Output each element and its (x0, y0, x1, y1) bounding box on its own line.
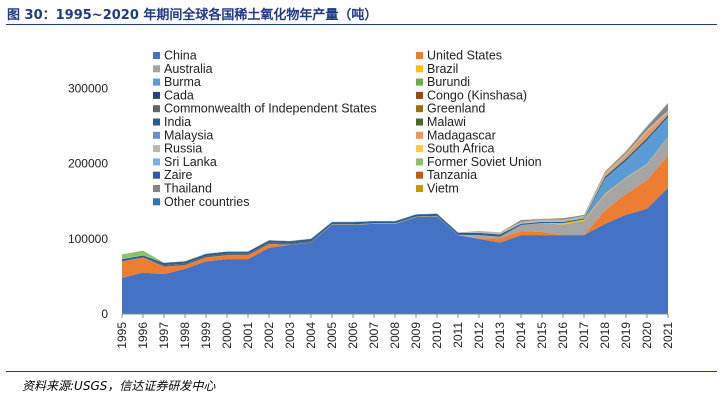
area-china (122, 187, 668, 314)
x-tick-label: 2016 (556, 322, 570, 349)
x-tick-label: 2004 (304, 322, 318, 349)
x-tick-label: 2021 (661, 322, 675, 349)
legend-label-russia: Russia (164, 142, 202, 156)
legend-label-south-africa: South Africa (427, 142, 494, 156)
x-tick-label: 1997 (157, 322, 171, 349)
legend-label-malawi: Malawi (427, 115, 466, 129)
legend-swatch-cada (153, 91, 160, 99)
legend-swatch-other-countries (153, 198, 160, 206)
y-tick-label: 200000 (68, 157, 108, 171)
legend-label-burundi: Burundi (427, 75, 470, 89)
legend-swatch-zaire (153, 171, 160, 179)
legend-label-greenland: Greenland (427, 102, 485, 116)
x-tick-label: 2003 (283, 322, 297, 349)
x-tick-label: 1999 (199, 322, 213, 349)
legend-label-brazil: Brazil (427, 62, 458, 76)
legend-label-australia: Australia (164, 62, 213, 76)
legend-swatch-vietm (416, 185, 423, 192)
footer-rule (6, 371, 717, 372)
legend-swatch-commonwealth-of-independent-states (153, 105, 160, 113)
x-tick-label: 2008 (388, 322, 402, 349)
legend-label-china: China (164, 49, 197, 63)
y-tick-label: 0 (101, 307, 108, 321)
legend-swatch-thailand (153, 185, 160, 192)
title-rule (6, 24, 717, 25)
legend-swatch-brazil (416, 65, 423, 73)
x-tick-label: 2015 (535, 322, 549, 349)
legend-swatch-former-soviet-union (416, 158, 423, 166)
legend-swatch-sri-lanka (153, 158, 160, 166)
legend-swatch-tanzania (416, 171, 423, 179)
legend-label-other-countries: Other countries (164, 195, 249, 209)
legend-label-burma: Burma (164, 75, 201, 89)
x-tick-label: 2007 (367, 322, 381, 349)
legend-label-vietm: Vietm (427, 182, 459, 196)
axes: 0 100000 200000 300000 1995 1996 1997 1998 1999 2… (68, 82, 675, 349)
legend-swatch-greenland (416, 105, 423, 113)
legend-swatch-madagascar (416, 131, 423, 139)
legend-label-india: India (164, 115, 191, 129)
x-tick-label: 1996 (136, 322, 150, 349)
legend-label-former-soviet-union: Former Soviet Union (427, 155, 542, 169)
x-tick-label: 2019 (619, 322, 633, 349)
x-tick-label: 2010 (430, 322, 444, 349)
legend-swatch-china (153, 52, 160, 59)
legend-label-sri-lanka: Sri Lanka (164, 155, 217, 169)
legend-label-united-states: United States (427, 49, 502, 63)
legend-label-thailand: Thailand (164, 182, 212, 196)
x-tick-label: 2013 (493, 322, 507, 349)
x-tick-label: 2000 (220, 322, 234, 349)
legend-swatch-australia (153, 65, 160, 73)
x-tick-label: 2002 (262, 322, 276, 349)
legend-label-cada: Cada (164, 88, 194, 102)
legend-swatch-burma (153, 78, 160, 86)
y-tick-label: 100000 (68, 232, 108, 246)
legend-label-zaire: Zaire (164, 168, 193, 182)
x-tick-label: 2014 (514, 322, 528, 349)
area-layer (122, 103, 668, 314)
legend-swatch-russia (153, 145, 160, 153)
x-tick-label: 2009 (409, 322, 423, 349)
legend-swatch-united-states (416, 52, 423, 59)
x-tick-label: 2012 (472, 322, 486, 349)
x-tick-label: 1998 (178, 322, 192, 349)
x-tick-label: 2017 (577, 322, 591, 349)
legend-swatch-india (153, 118, 160, 126)
x-tick-label: 2020 (640, 322, 654, 349)
legend-label-commonwealth-of-independent-states: Commonwealth of Independent States (164, 102, 377, 116)
legend-label-malaysia: Malaysia (164, 128, 213, 142)
legend-swatch-malaysia (153, 131, 160, 139)
legend-swatch-burundi (416, 78, 423, 86)
x-tick-label: 1995 (115, 322, 129, 349)
y-tick-label: 300000 (68, 82, 108, 96)
legend-swatch-congo-kinshasa (416, 91, 423, 99)
source-note: 资料来源:USGS，信达证券研发中心 (22, 379, 216, 393)
legend-swatch-malawi (416, 118, 423, 126)
legend-swatch-south-africa (416, 145, 423, 153)
legend-label-congo-kinshasa: Congo (Kinshasa) (427, 88, 527, 102)
legend: China United States Australia Brazil Burma Bu… (153, 49, 542, 209)
x-tick-label: 2011 (451, 322, 465, 348)
legend-label-madagascar: Madagascar (427, 128, 496, 142)
x-tick-label: 2018 (598, 322, 612, 349)
x-tick-label: 2001 (241, 322, 255, 349)
chart-title: 图 30：1995~2020 年期间全球各国稀土氧化物年产量（吨） (7, 8, 378, 23)
x-tick-label: 2006 (346, 322, 360, 349)
legend-label-tanzania: Tanzania (427, 168, 477, 182)
x-tick-label: 2005 (325, 322, 339, 349)
